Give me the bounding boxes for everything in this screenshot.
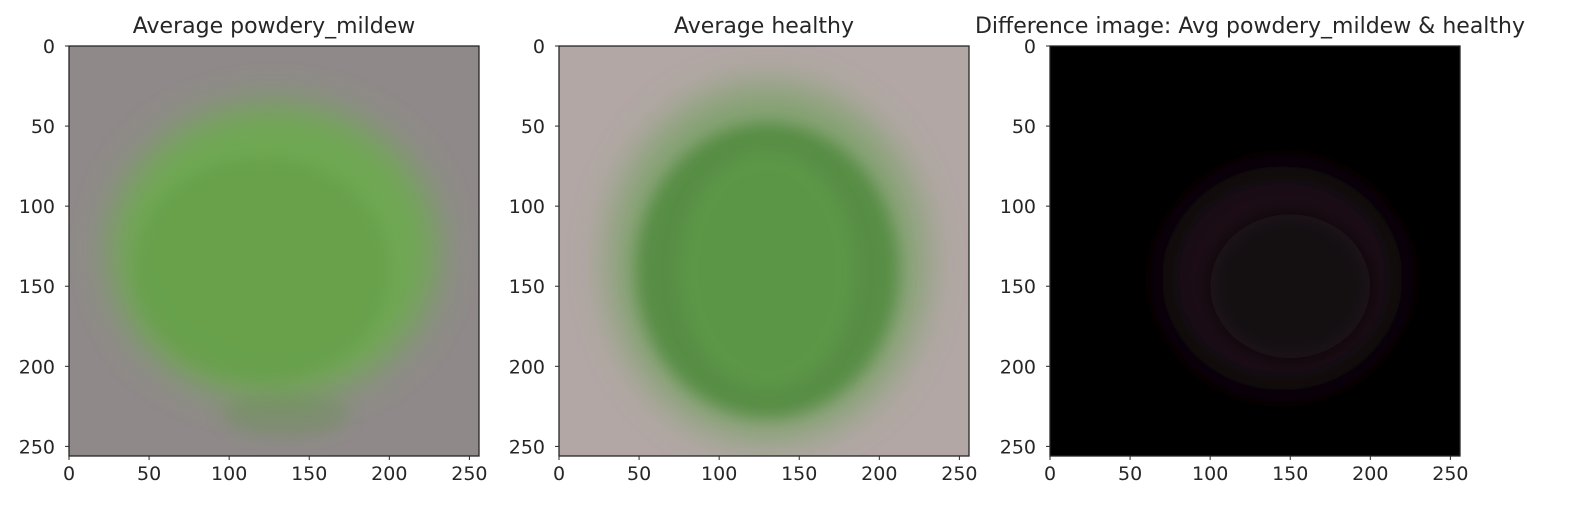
image-region — [221, 391, 350, 437]
y-tick-label: 0 — [43, 36, 55, 58]
image-region — [1210, 214, 1371, 359]
x-tick-label: 250 — [451, 463, 487, 485]
y-tick-label: 0 — [1024, 36, 1036, 58]
y-tick-label: 200 — [19, 356, 55, 378]
x-tick-label: 100 — [701, 463, 737, 485]
y-tick-label: 250 — [1000, 436, 1036, 458]
x-tick-label: 200 — [861, 463, 897, 485]
panel-title: Average powdery_mildew — [133, 14, 415, 39]
x-tick-label: 250 — [1432, 463, 1468, 485]
y-tick-label: 100 — [1000, 196, 1036, 218]
heatmap-image — [1050, 46, 1460, 456]
panel-healthy: Average healthy 0 50 100 150 200 250 0 50 100 15… — [509, 14, 978, 485]
y-tick-label: 0 — [533, 36, 545, 58]
x-tick-label: 100 — [211, 463, 247, 485]
y-axis: 0 50 100 150 200 250 — [1000, 36, 1050, 458]
x-axis: 0 50 100 150 200 250 — [553, 456, 978, 485]
x-tick-label: 150 — [781, 463, 817, 485]
x-tick-label: 0 — [63, 463, 75, 485]
y-tick-label: 150 — [509, 276, 545, 298]
y-tick-label: 150 — [19, 276, 55, 298]
panel-powdery-mildew: Average powdery_mildew 0 50 100 150 200 250 0… — [19, 14, 488, 485]
panel-difference: Difference image: Avg powdery_mildew & h… — [975, 14, 1525, 485]
x-tick-label: 50 — [137, 463, 161, 485]
y-tick-label: 250 — [509, 436, 545, 458]
x-tick-label: 200 — [1352, 463, 1388, 485]
panel-title: Average healthy — [674, 14, 854, 39]
x-tick-label: 200 — [371, 463, 407, 485]
x-tick-label: 100 — [1192, 463, 1228, 485]
y-axis: 0 50 100 150 200 250 — [509, 36, 559, 458]
y-tick-label: 200 — [509, 356, 545, 378]
axes-frame — [1049, 45, 1461, 457]
heatmap-image — [69, 46, 479, 456]
y-tick-label: 100 — [19, 196, 55, 218]
axes-frame — [68, 45, 480, 457]
x-tick-label: 150 — [1272, 463, 1308, 485]
y-tick-label: 50 — [1012, 116, 1036, 138]
image-region — [133, 158, 390, 383]
x-axis: 0 50 100 150 200 250 — [1044, 456, 1469, 485]
heatmap-image — [559, 46, 969, 456]
y-tick-label: 50 — [521, 116, 545, 138]
y-tick-label: 100 — [509, 196, 545, 218]
x-tick-label: 50 — [627, 463, 651, 485]
x-tick-label: 0 — [1044, 463, 1056, 485]
x-tick-label: 0 — [553, 463, 565, 485]
x-tick-label: 150 — [291, 463, 327, 485]
image-region — [679, 150, 856, 391]
x-tick-label: 50 — [1118, 463, 1142, 485]
x-tick-label: 250 — [941, 463, 977, 485]
y-axis: 0 50 100 150 200 250 — [19, 36, 69, 458]
y-tick-label: 250 — [19, 436, 55, 458]
axes-frame — [558, 45, 970, 457]
x-axis: 0 50 100 150 200 250 — [63, 456, 488, 485]
panel-title: Difference image: Avg powdery_mildew & h… — [975, 14, 1525, 39]
y-tick-label: 150 — [1000, 276, 1036, 298]
y-tick-label: 200 — [1000, 356, 1036, 378]
y-tick-label: 50 — [31, 116, 55, 138]
